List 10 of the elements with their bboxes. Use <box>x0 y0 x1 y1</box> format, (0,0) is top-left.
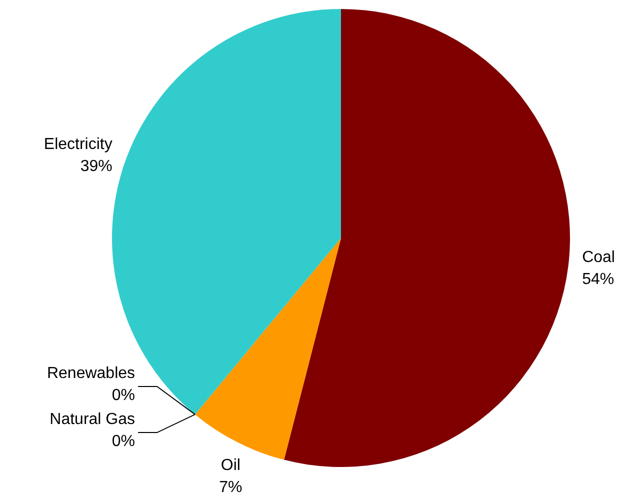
data-label: 7% <box>219 478 242 496</box>
category-label: Renewables <box>46 364 136 382</box>
slice-label: Oil <box>220 456 240 474</box>
slice-label: Coal <box>582 248 615 266</box>
data-label: 54% <box>582 270 614 288</box>
text: 0% <box>112 386 136 404</box>
legend-label: Natural Gas <box>50 410 136 428</box>
slice-label: Electricity <box>44 136 112 154</box>
text: 0% <box>112 432 136 450</box>
data-label: 39% <box>80 158 112 176</box>
